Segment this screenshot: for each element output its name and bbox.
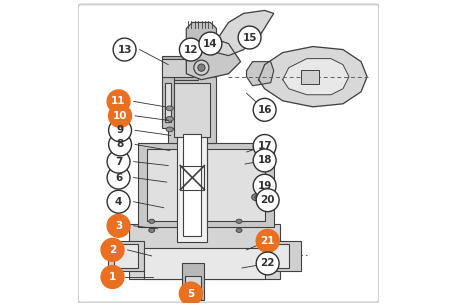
Polygon shape bbox=[247, 62, 274, 86]
Bar bbox=[265, 244, 289, 268]
Text: 11: 11 bbox=[112, 96, 126, 106]
Circle shape bbox=[256, 230, 279, 252]
Text: 16: 16 bbox=[257, 105, 272, 115]
Circle shape bbox=[253, 98, 276, 121]
Text: 9: 9 bbox=[117, 125, 124, 135]
Ellipse shape bbox=[252, 194, 262, 201]
Circle shape bbox=[101, 266, 124, 288]
Bar bbox=[183, 134, 202, 236]
Ellipse shape bbox=[149, 219, 155, 223]
Circle shape bbox=[256, 252, 279, 275]
Circle shape bbox=[253, 174, 276, 197]
Text: 8: 8 bbox=[117, 140, 124, 150]
Circle shape bbox=[107, 90, 130, 113]
Circle shape bbox=[253, 135, 276, 157]
Ellipse shape bbox=[194, 60, 209, 75]
Bar bbox=[301, 70, 319, 84]
Ellipse shape bbox=[255, 195, 260, 199]
Text: 5: 5 bbox=[187, 288, 195, 299]
Text: 19: 19 bbox=[257, 181, 272, 191]
Bar bbox=[174, 83, 210, 137]
Bar bbox=[165, 83, 171, 122]
Polygon shape bbox=[186, 22, 217, 43]
Circle shape bbox=[253, 149, 276, 172]
Circle shape bbox=[238, 26, 261, 49]
Polygon shape bbox=[283, 59, 349, 95]
Bar bbox=[129, 224, 280, 278]
Circle shape bbox=[109, 133, 132, 156]
Bar bbox=[114, 244, 138, 268]
Ellipse shape bbox=[166, 127, 173, 132]
Text: 15: 15 bbox=[242, 33, 257, 43]
Bar bbox=[162, 56, 198, 80]
Bar bbox=[162, 59, 198, 77]
Bar bbox=[185, 275, 202, 300]
FancyBboxPatch shape bbox=[78, 4, 379, 302]
Bar bbox=[265, 241, 301, 271]
Circle shape bbox=[180, 282, 202, 304]
Polygon shape bbox=[259, 47, 367, 107]
Bar bbox=[168, 77, 217, 143]
Polygon shape bbox=[186, 37, 240, 80]
Circle shape bbox=[107, 166, 130, 189]
Circle shape bbox=[256, 189, 279, 212]
Bar bbox=[182, 264, 204, 300]
Circle shape bbox=[107, 214, 130, 237]
Bar bbox=[147, 149, 207, 221]
Text: 10: 10 bbox=[113, 111, 128, 121]
Bar bbox=[144, 248, 265, 278]
Text: 12: 12 bbox=[184, 45, 198, 55]
Text: 22: 22 bbox=[260, 258, 275, 268]
Ellipse shape bbox=[166, 116, 173, 121]
Text: 2: 2 bbox=[109, 245, 116, 255]
Circle shape bbox=[109, 104, 132, 127]
Ellipse shape bbox=[198, 64, 205, 71]
Circle shape bbox=[199, 32, 222, 55]
Ellipse shape bbox=[149, 228, 155, 233]
Text: 18: 18 bbox=[257, 155, 272, 165]
Bar bbox=[207, 149, 265, 221]
Bar bbox=[177, 128, 207, 242]
Circle shape bbox=[107, 150, 130, 173]
Circle shape bbox=[109, 119, 132, 142]
Circle shape bbox=[113, 38, 136, 61]
Text: 1: 1 bbox=[109, 272, 116, 282]
Text: 20: 20 bbox=[260, 195, 275, 205]
Bar bbox=[181, 166, 204, 190]
Bar bbox=[108, 241, 144, 271]
Bar bbox=[162, 77, 174, 128]
Ellipse shape bbox=[236, 228, 242, 233]
Circle shape bbox=[180, 38, 202, 61]
Text: 21: 21 bbox=[260, 236, 275, 246]
Text: 7: 7 bbox=[115, 157, 122, 167]
Text: 4: 4 bbox=[115, 197, 122, 207]
Text: 14: 14 bbox=[203, 39, 218, 49]
Ellipse shape bbox=[236, 219, 242, 223]
Polygon shape bbox=[217, 10, 274, 56]
Text: 6: 6 bbox=[115, 173, 122, 183]
Text: 13: 13 bbox=[117, 45, 132, 55]
Text: 3: 3 bbox=[115, 221, 122, 231]
Circle shape bbox=[101, 238, 124, 261]
Bar bbox=[138, 143, 274, 227]
Ellipse shape bbox=[166, 106, 173, 111]
Circle shape bbox=[107, 190, 130, 213]
Text: 17: 17 bbox=[257, 141, 272, 151]
